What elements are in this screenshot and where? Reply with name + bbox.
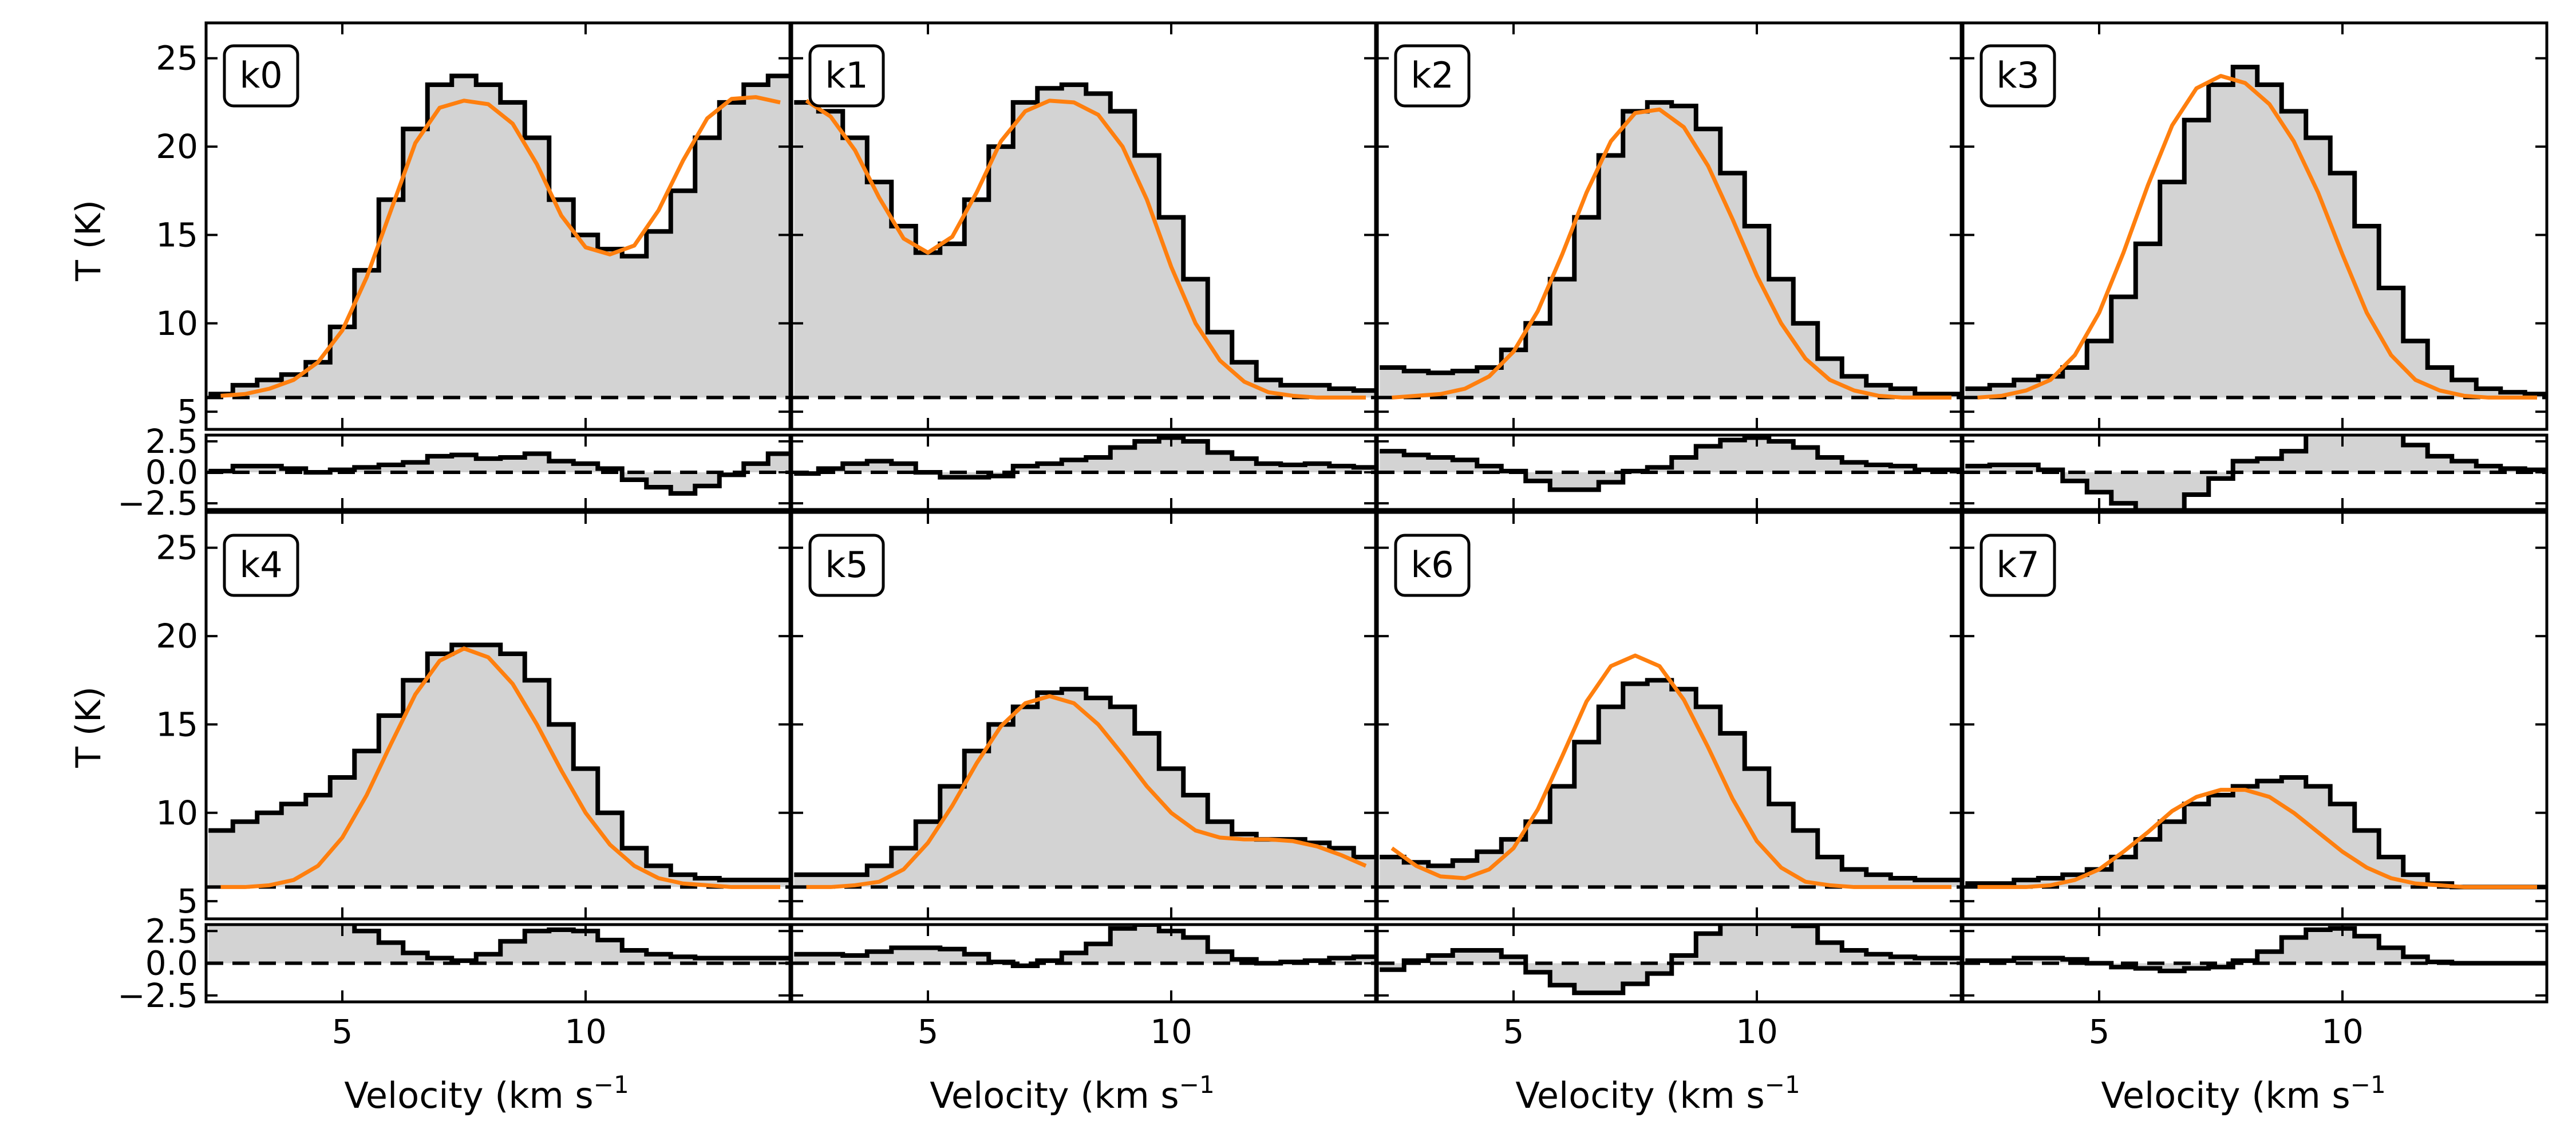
fit-line (806, 694, 1367, 889)
fit-line (1392, 107, 1951, 400)
spectrum-line (1380, 100, 1961, 397)
residual-line (794, 435, 1376, 480)
panel-label: k4 (239, 544, 282, 586)
main-axes-frame (790, 511, 1377, 921)
x-tick-label: 10 (2321, 1012, 2364, 1051)
y-tick-label: 15 (156, 215, 198, 254)
fit-line (220, 646, 780, 889)
panel-label-box (1980, 534, 2056, 597)
x-axis-label-exponent: −1 (2350, 1071, 2386, 1099)
panel-k6: 5 10 k6 (1376, 511, 1963, 1051)
x-tick-label: 5 (2089, 1012, 2110, 1051)
residual-line (352, 925, 790, 963)
y-tick-label: 15 (156, 705, 198, 744)
main-axes-frame (790, 21, 1377, 431)
y-axis-label-bottom: T (K) (69, 686, 109, 768)
x-tick-label: 5 (1503, 1012, 1524, 1051)
panel-label: k6 (1411, 544, 1453, 586)
panel-k5: 5 10 k5 (790, 511, 1377, 1051)
x-axis-label: Velocity (km s−1 (930, 1071, 1214, 1116)
x-tick-label: 5 (918, 1012, 939, 1051)
spectrum-fill (208, 76, 790, 398)
residual-line (1380, 435, 1961, 492)
y-tick-label: 25 (156, 528, 198, 567)
residual-y-tick-label: −2.5 (117, 976, 198, 1015)
panel-label: k3 (1996, 54, 2039, 96)
x-tick-label: 5 (332, 1012, 353, 1051)
spectrum-fill (794, 689, 1376, 887)
y-axis-label-top: T (K) (69, 200, 109, 282)
fit-line (805, 98, 1366, 400)
residual-line (1965, 435, 2547, 510)
panel-label: k1 (825, 54, 868, 96)
x-axis-label-exponent: −1 (594, 1071, 629, 1099)
main-axes-frame (1961, 511, 2549, 921)
spectrum-line (208, 73, 790, 397)
y-tick-label: 10 (156, 304, 198, 343)
x-axis-label: Velocity (km s−1 (1515, 1071, 1800, 1116)
y-tick-label: 20 (156, 617, 198, 656)
panel-label-box (808, 534, 885, 597)
spectrum-fill (1380, 102, 1961, 398)
residual-fill (1965, 928, 2547, 971)
x-axis-label: Velocity (km s−1 (344, 1071, 629, 1116)
y-tick-label: 10 (156, 793, 198, 832)
panel-label-box (808, 44, 885, 108)
main-axes-frame (204, 511, 792, 921)
residual-y-tick-label: −2.5 (117, 484, 198, 523)
fit-line (1977, 788, 2537, 889)
main-axes-frame (204, 21, 792, 431)
y-tick-label: 5 (177, 392, 198, 431)
panel-label-box (1980, 44, 2056, 108)
panel-k3: k3 (1961, 21, 2549, 511)
residual-y-tick-label: 0.0 (145, 453, 198, 492)
x-tick-label: 10 (1150, 1012, 1192, 1051)
x-axis-label-exponent: −1 (1179, 1071, 1215, 1099)
residual-line (208, 451, 790, 496)
y-tick-label: 25 (156, 39, 198, 78)
residual-y-tick-label: 2.5 (145, 911, 198, 950)
fit-line (1390, 653, 1951, 889)
residual-fill (208, 453, 790, 493)
x-axis-label-exponent: −1 (1765, 1071, 1800, 1099)
spectrum-fill (794, 85, 1376, 398)
panel-label: k2 (1411, 54, 1453, 96)
y-tick-label: 20 (156, 127, 198, 166)
residual-line (1965, 926, 2547, 973)
fit-line (220, 95, 781, 398)
main-axes-frame (1376, 21, 1963, 431)
panel-k0: 5 10 15 20 25 −2.50.02.5 k0 (117, 21, 792, 523)
panel-k4: 5 10 5 10 15 20 25 −2.50.02.5 k4 (117, 511, 792, 1051)
residual-y-tick-label: 2.5 (145, 422, 198, 461)
x-tick-label: 10 (564, 1012, 607, 1051)
panel-label-box (1394, 534, 1471, 597)
main-axes-frame (1961, 21, 2549, 431)
panel-label: k5 (825, 544, 868, 586)
y-tick-label: 5 (177, 882, 198, 921)
fit-line (1977, 74, 2537, 400)
panel-k1: k1 (790, 21, 1377, 511)
residual-fill (794, 437, 1376, 477)
spectrum-line (794, 82, 1376, 393)
residual-line (794, 925, 1376, 968)
panel-k2: k2 (1376, 21, 1963, 511)
spectrum-fill (1965, 67, 2547, 398)
spectrum-line (1965, 775, 2547, 890)
x-tick-label: 10 (1736, 1012, 1778, 1051)
panel-label-box (223, 44, 299, 108)
panel-label: k0 (239, 54, 282, 96)
residual-y-tick-label: 0.0 (145, 944, 198, 983)
residual-line (1380, 925, 1961, 996)
main-axes-frame (1376, 511, 1963, 921)
spectrum-fill (208, 645, 790, 887)
spectrum-line (208, 642, 790, 883)
spectrum-fill (1380, 680, 1961, 887)
panel-k7: 5 10 k7 (1961, 511, 2549, 1051)
panel-label-box (1394, 44, 1471, 108)
x-axis-label: Velocity (km s−1 (2101, 1071, 2385, 1116)
panel-label-box (223, 534, 299, 597)
panel-label: k7 (1996, 544, 2039, 586)
